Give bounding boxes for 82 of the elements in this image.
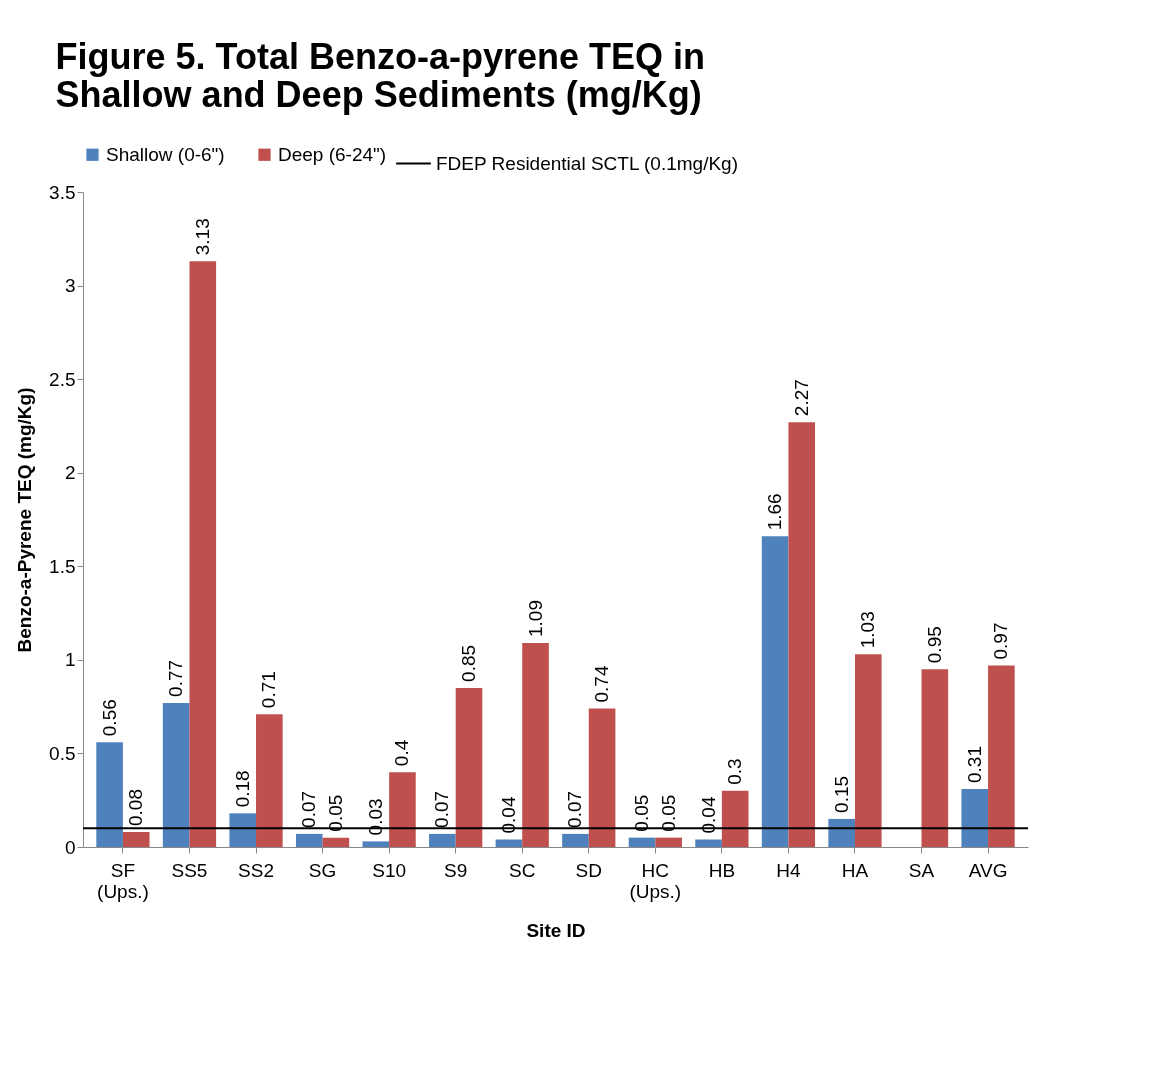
data-label: 1.09 xyxy=(524,600,546,638)
x-tick-label: S10 xyxy=(372,859,407,881)
data-label: 3.13 xyxy=(191,218,213,256)
x-tick-label: SF (Ups.) xyxy=(97,859,149,902)
data-label: 0.3 xyxy=(724,758,746,785)
bar xyxy=(721,790,749,847)
data-label: 0.71 xyxy=(258,671,280,709)
y-axis-title: Benzo-a-Pyrene TEQ (mg/Kg) xyxy=(14,387,36,653)
x-tick-label: HA xyxy=(841,859,869,881)
data-label: 0.07 xyxy=(298,790,320,828)
data-label: 0.05 xyxy=(324,794,346,832)
bar xyxy=(455,687,483,847)
data-label: 0.4 xyxy=(391,739,413,767)
legend-label: FDEP Residential SCTL (0.1mg/Kg) xyxy=(436,152,739,174)
bar xyxy=(562,833,589,847)
y-tick-label: 1.5 xyxy=(49,555,76,577)
data-label: 0.08 xyxy=(125,789,147,827)
bar xyxy=(854,654,882,847)
bar xyxy=(295,833,323,847)
y-tick-label: 0 xyxy=(64,836,76,858)
data-label: 0.04 xyxy=(497,796,519,834)
data-label: 0.15 xyxy=(830,775,852,813)
x-tick-label: H4 xyxy=(776,859,801,881)
x-tick-label: SG xyxy=(308,859,337,881)
x-tick-label: SD xyxy=(575,859,602,881)
data-label: 0.97 xyxy=(990,622,1012,660)
legend-label: Shallow (0-6") xyxy=(106,143,225,165)
x-tick-label: HC (Ups.) xyxy=(629,859,682,902)
y-tick-label: 0.5 xyxy=(49,742,76,764)
bar xyxy=(921,669,949,847)
x-axis-title: Site ID xyxy=(526,919,586,941)
data-label: 0.85 xyxy=(457,644,479,682)
bar xyxy=(988,665,1015,847)
bar xyxy=(495,839,523,847)
x-tick-label: SS5 xyxy=(171,859,208,881)
x-tick-label: HB xyxy=(708,859,736,881)
data-label: 0.95 xyxy=(923,626,945,664)
data-label: 0.31 xyxy=(963,746,985,783)
bar xyxy=(522,643,549,847)
data-label: 1.66 xyxy=(764,493,786,531)
data-label: 0.03 xyxy=(364,798,386,836)
bar xyxy=(588,708,616,847)
bar xyxy=(122,832,150,847)
text: Figure 5. Total Benzo-a-pyrene TEQ in xyxy=(55,36,705,77)
bar xyxy=(322,837,350,847)
bar xyxy=(96,742,123,847)
data-label: 1.03 xyxy=(857,611,879,649)
bar xyxy=(229,813,257,847)
bar xyxy=(429,833,456,847)
bar xyxy=(961,788,989,847)
bar xyxy=(828,818,855,847)
y-tick-label: 3.5 xyxy=(49,181,76,203)
x-tick-label: S9 xyxy=(444,859,468,881)
y-tick-label: 2 xyxy=(64,462,76,484)
bar xyxy=(655,837,682,847)
x-tick-label: SA xyxy=(908,859,935,881)
bar xyxy=(256,714,283,847)
data-label: 0.74 xyxy=(591,665,613,703)
bar xyxy=(389,772,416,847)
data-label: 0.56 xyxy=(98,699,120,737)
legend-label: Deep (6-24") xyxy=(278,143,387,165)
x-tick-label: SS2 xyxy=(238,859,274,881)
x-tick-label: SC xyxy=(509,859,536,881)
bar xyxy=(189,261,217,847)
data-label: 0.07 xyxy=(431,790,453,828)
bar xyxy=(761,536,789,847)
data-label: 0.18 xyxy=(231,770,253,808)
x-tick-label: AVG xyxy=(968,859,1008,881)
data-label: 0.77 xyxy=(165,659,187,697)
bar xyxy=(162,702,190,847)
data-label: 2.27 xyxy=(790,379,812,417)
bar xyxy=(695,839,722,847)
y-tick-label: 1 xyxy=(64,649,76,671)
y-tick-label: 2.5 xyxy=(49,368,76,390)
data-label: 0.07 xyxy=(564,790,586,828)
data-label: 0.04 xyxy=(697,796,719,834)
data-label: 0.05 xyxy=(631,794,653,832)
y-tick-label: 3 xyxy=(64,275,76,297)
data-label: 0.05 xyxy=(657,794,679,832)
bar xyxy=(788,422,816,847)
bar xyxy=(628,837,656,847)
bar xyxy=(362,841,390,847)
